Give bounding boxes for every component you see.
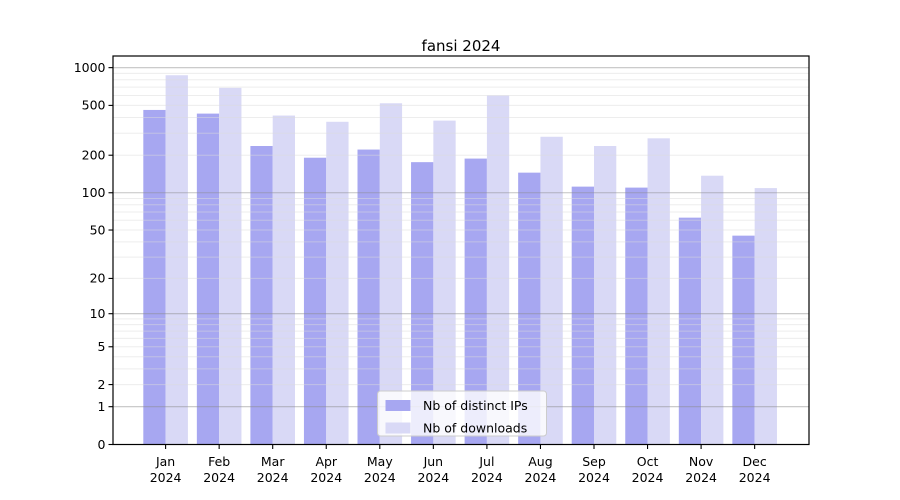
legend-swatch-distinct-ips [385,400,411,411]
y-tick-label: 200 [82,148,106,163]
bar-downloads [594,146,617,445]
bar-distinct-ips [250,146,273,445]
x-tick-label-month: Dec [743,454,767,469]
bars-layer [143,75,777,445]
legend-label: Nb of downloads [423,421,527,436]
legend-layer: Nb of distinct IPs Nb of downloads [377,390,547,437]
chart-title: fansi 2024 [422,37,501,55]
x-tick-label-month: Jan [155,454,175,469]
x-tick-label-month: Jul [478,454,494,469]
y-tick-label: 50 [90,222,106,237]
bar-distinct-ips [625,187,648,445]
x-tick-label-year: 2024 [471,470,503,485]
bar-downloads [379,103,403,445]
x-tick-label-year: 2024 [525,470,557,485]
x-tick-label-month: Oct [637,454,659,469]
legend-box [377,390,547,437]
legend-label: Nb of distinct IPs [423,398,528,413]
x-tick-label-year: 2024 [739,470,771,485]
bar-distinct-ips [143,109,166,445]
y-tick-label: 20 [90,271,106,286]
y-tick-label: 2 [98,377,106,392]
x-tick-label-month: Mar [261,454,285,469]
bar-downloads [647,138,670,445]
y-tick-label: 1000 [74,60,106,75]
bar-distinct-ips [518,172,541,445]
bar-downloads [540,136,563,445]
bar-distinct-ips [732,235,755,445]
x-tick-label-month: Sep [582,454,606,469]
y-tick-label: 500 [82,98,106,113]
bar-downloads [754,188,777,445]
y-tick-label: 1 [98,399,106,414]
bar-downloads [433,120,456,445]
bar-downloads [219,87,242,445]
x-tick-label-month: Jun [423,454,444,469]
x-tick-label-year: 2024 [203,470,235,485]
x-tick-label-year: 2024 [257,470,289,485]
x-tick-label-year: 2024 [632,470,664,485]
bar-downloads [272,115,295,445]
y-tick-label: 5 [98,339,106,354]
y-tick-label: 0 [98,437,106,452]
x-tick-label-year: 2024 [310,470,342,485]
y-tick-label: 10 [90,306,106,321]
x-tick-label-month: Apr [315,454,337,469]
bar-distinct-ips [303,157,327,445]
bar-distinct-ips [571,186,594,445]
plot-border [112,55,810,446]
bar-downloads [326,121,349,445]
x-tick-label-year: 2024 [150,470,182,485]
bar-downloads [486,95,510,445]
bar-downloads [701,175,724,445]
x-tick-label-month: Nov [689,454,714,469]
x-tick-label-year: 2024 [578,470,610,485]
bar-distinct-ips [411,162,434,445]
bar-distinct-ips [357,149,380,445]
x-tick-label-month: May [367,454,393,469]
bar-distinct-ips [196,113,220,445]
legend-swatch-downloads [385,422,411,434]
x-tick-label-year: 2024 [417,470,449,485]
axes-layer: 01251020501002005001000Jan2024Feb2024Mar… [74,55,810,485]
bar-downloads [165,75,188,445]
x-tick-label-year: 2024 [685,470,717,485]
y-tick-label: 100 [82,185,106,200]
x-tick-label-month: Feb [208,454,230,469]
x-tick-label-month: Aug [528,454,552,469]
x-tick-label-year: 2024 [364,470,396,485]
